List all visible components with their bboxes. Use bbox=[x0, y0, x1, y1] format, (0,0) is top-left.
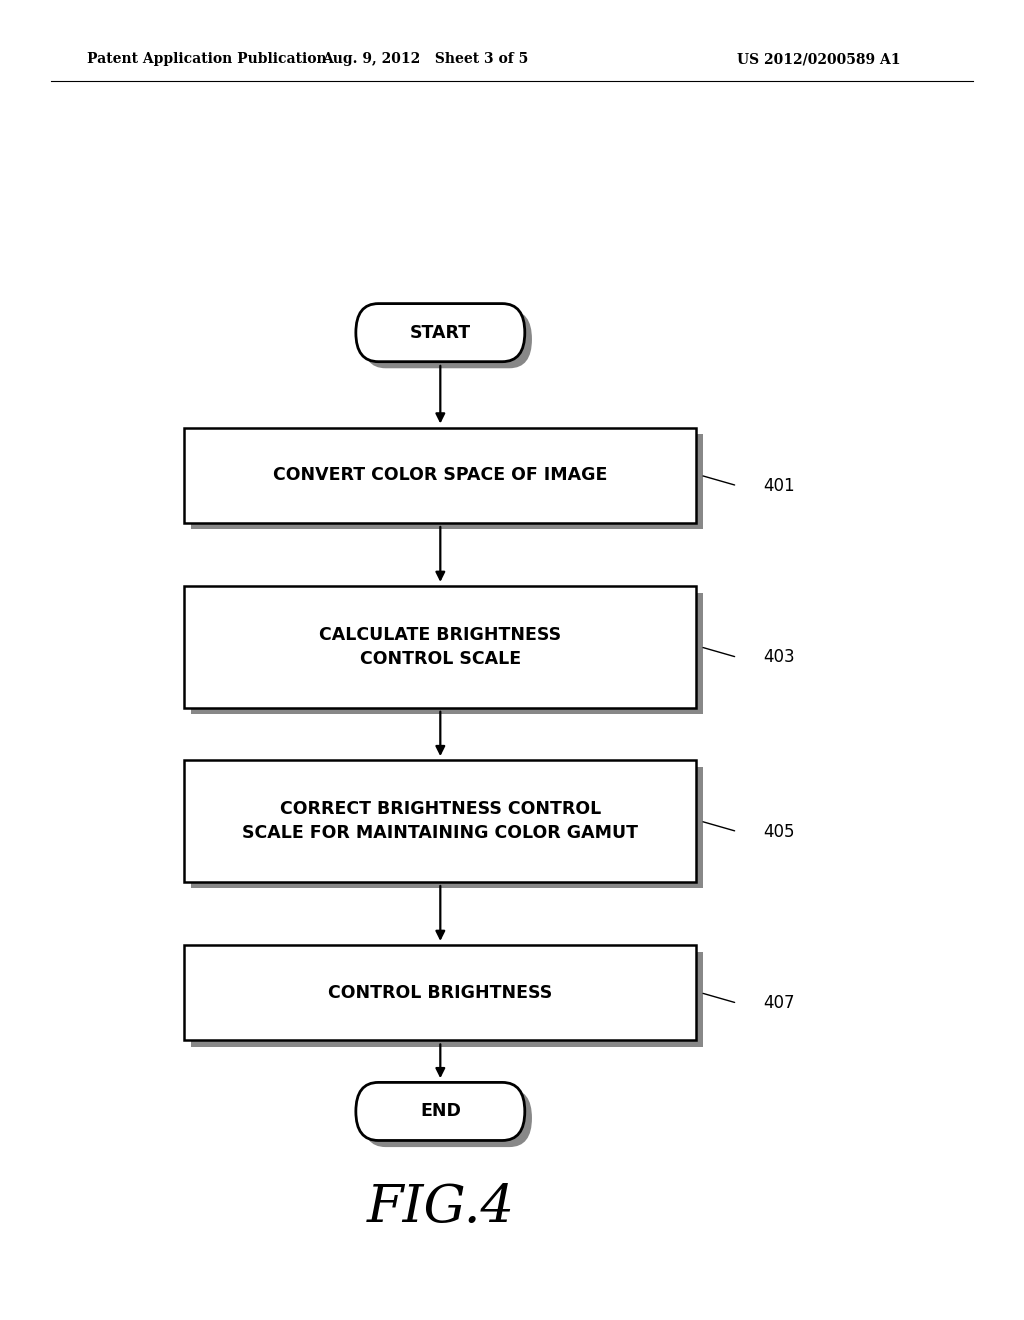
FancyBboxPatch shape bbox=[191, 952, 703, 1047]
FancyBboxPatch shape bbox=[356, 1082, 524, 1140]
FancyBboxPatch shape bbox=[356, 304, 524, 362]
Text: 405: 405 bbox=[763, 822, 795, 841]
Text: Aug. 9, 2012   Sheet 3 of 5: Aug. 9, 2012 Sheet 3 of 5 bbox=[322, 53, 528, 66]
Text: Patent Application Publication: Patent Application Publication bbox=[87, 53, 327, 66]
FancyBboxPatch shape bbox=[362, 1089, 532, 1147]
FancyBboxPatch shape bbox=[184, 945, 696, 1040]
FancyBboxPatch shape bbox=[184, 760, 696, 882]
Text: CALCULATE BRIGHTNESS
CONTROL SCALE: CALCULATE BRIGHTNESS CONTROL SCALE bbox=[319, 626, 561, 668]
Text: END: END bbox=[420, 1102, 461, 1121]
Text: 401: 401 bbox=[763, 477, 795, 495]
Text: FIG.4: FIG.4 bbox=[367, 1183, 514, 1233]
Text: US 2012/0200589 A1: US 2012/0200589 A1 bbox=[737, 53, 901, 66]
Text: CONTROL BRIGHTNESS: CONTROL BRIGHTNESS bbox=[329, 983, 552, 1002]
FancyBboxPatch shape bbox=[184, 428, 696, 523]
FancyBboxPatch shape bbox=[191, 434, 703, 529]
FancyBboxPatch shape bbox=[191, 767, 703, 888]
Text: CORRECT BRIGHTNESS CONTROL
SCALE FOR MAINTAINING COLOR GAMUT: CORRECT BRIGHTNESS CONTROL SCALE FOR MAI… bbox=[243, 800, 638, 842]
FancyBboxPatch shape bbox=[362, 310, 532, 368]
Text: 407: 407 bbox=[763, 994, 795, 1012]
Text: 403: 403 bbox=[763, 648, 795, 667]
Text: START: START bbox=[410, 323, 471, 342]
FancyBboxPatch shape bbox=[191, 593, 703, 714]
FancyBboxPatch shape bbox=[184, 586, 696, 708]
Text: CONVERT COLOR SPACE OF IMAGE: CONVERT COLOR SPACE OF IMAGE bbox=[273, 466, 607, 484]
